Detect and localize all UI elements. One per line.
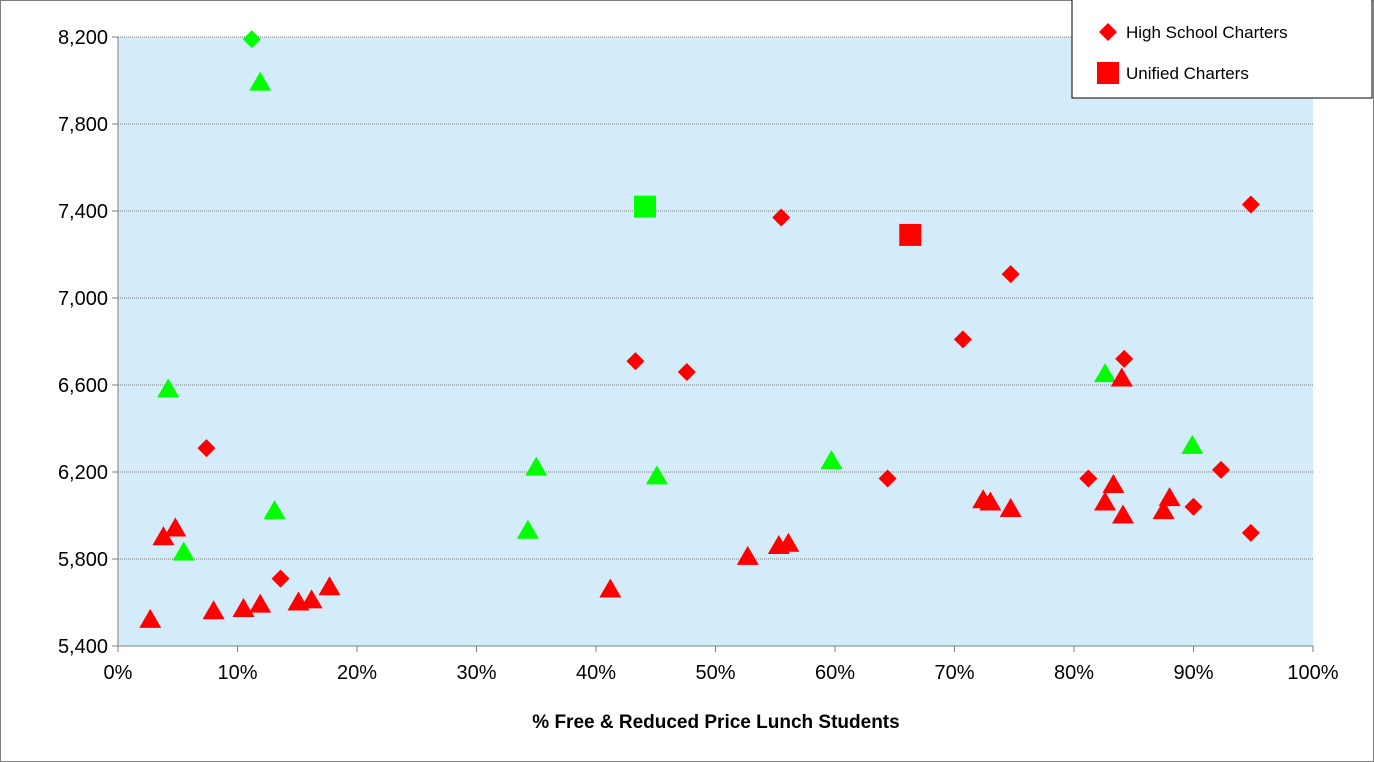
x-tick-label: 40% xyxy=(576,662,616,684)
x-axis-title: % Free & Reduced Price Lunch Students xyxy=(532,712,899,733)
data-point-triangle xyxy=(1158,487,1181,507)
data-point-triangle xyxy=(249,71,272,91)
x-tick-label: 10% xyxy=(217,662,257,684)
data-point-triangle xyxy=(1102,474,1125,494)
plot-area xyxy=(118,37,1313,646)
legend-label: High School Charters xyxy=(1126,23,1288,42)
data-point-diamond xyxy=(271,569,290,588)
data-point-triangle xyxy=(645,465,668,485)
x-tick-label: 50% xyxy=(695,662,735,684)
data-point-diamond xyxy=(1241,523,1260,542)
data-point-triangle xyxy=(318,576,341,596)
legend-label: Unified Charters xyxy=(1126,64,1249,83)
legend: High School Charters Unified Charters xyxy=(1071,0,1373,99)
data-points xyxy=(139,30,1260,628)
data-point-triangle xyxy=(1110,367,1133,387)
legend-marker-square xyxy=(1097,62,1119,84)
data-point-diamond xyxy=(1241,195,1260,214)
y-tick-label: 7,400 xyxy=(58,201,108,223)
y-tick-label: 6,200 xyxy=(58,462,108,484)
data-point-triangle xyxy=(820,450,843,470)
x-tick-label: 30% xyxy=(456,662,496,684)
data-point-diamond xyxy=(1001,265,1020,284)
data-point-triangle xyxy=(164,517,187,537)
data-point-triangle xyxy=(599,578,622,598)
data-point-diamond xyxy=(677,362,696,381)
data-point-triangle xyxy=(979,491,1002,511)
y-tick-label: 7,800 xyxy=(58,114,108,136)
data-point-triangle xyxy=(1094,363,1117,383)
data-point-diamond xyxy=(878,469,897,488)
data-point-triangle xyxy=(300,589,323,609)
data-point-diamond xyxy=(1115,349,1134,368)
y-tick-label: 5,400 xyxy=(58,636,108,658)
x-tick-label: 70% xyxy=(934,662,974,684)
data-point-triangle xyxy=(232,598,255,618)
x-tick-label: 0% xyxy=(104,662,133,684)
x-tick-label: 60% xyxy=(815,662,855,684)
data-point-triangle xyxy=(525,456,548,476)
data-point-triangle xyxy=(999,497,1022,517)
data-point-triangle xyxy=(1181,434,1204,454)
data-point-triangle xyxy=(172,541,195,561)
data-point-diamond xyxy=(772,208,791,227)
data-point-square xyxy=(899,223,922,246)
data-point-triangle xyxy=(1111,504,1134,524)
x-tick-label: 100% xyxy=(1287,662,1338,684)
y-tick-label: 7,000 xyxy=(58,288,108,310)
legend-marker-diamond xyxy=(1099,23,1117,41)
y-tick-label: 6,600 xyxy=(58,375,108,397)
data-point-triangle xyxy=(777,532,800,552)
data-point-diamond xyxy=(242,30,261,49)
legend-box xyxy=(1071,0,1373,99)
x-tick-label: 80% xyxy=(1054,662,1094,684)
data-point-triangle xyxy=(202,600,225,620)
data-point-diamond xyxy=(1079,469,1098,488)
data-point-triangle xyxy=(516,519,539,539)
x-tick-label: 20% xyxy=(337,662,377,684)
x-tick-label: 90% xyxy=(1173,662,1213,684)
axes xyxy=(112,36,1314,652)
data-point-triangle xyxy=(152,526,175,546)
data-point-diamond xyxy=(197,439,216,458)
data-point-diamond xyxy=(1184,497,1203,516)
data-point-square xyxy=(633,195,656,218)
data-point-triangle xyxy=(736,545,759,565)
y-tick-label: 8,200 xyxy=(58,27,108,49)
data-point-triangle xyxy=(1152,500,1175,520)
data-point-triangle xyxy=(249,593,272,613)
data-point-diamond xyxy=(953,330,972,349)
data-point-diamond xyxy=(1211,460,1230,479)
y-tick-label: 5,800 xyxy=(58,549,108,571)
data-point-triangle xyxy=(157,378,180,398)
data-point-triangle xyxy=(1094,491,1117,511)
data-point-triangle xyxy=(263,500,286,520)
data-point-diamond xyxy=(626,352,645,371)
data-point-triangle xyxy=(139,608,162,628)
tick-labels: 5,400 5,800 6,200 6,600 7,000 7,400 7,800 8,200… xyxy=(58,27,1339,684)
